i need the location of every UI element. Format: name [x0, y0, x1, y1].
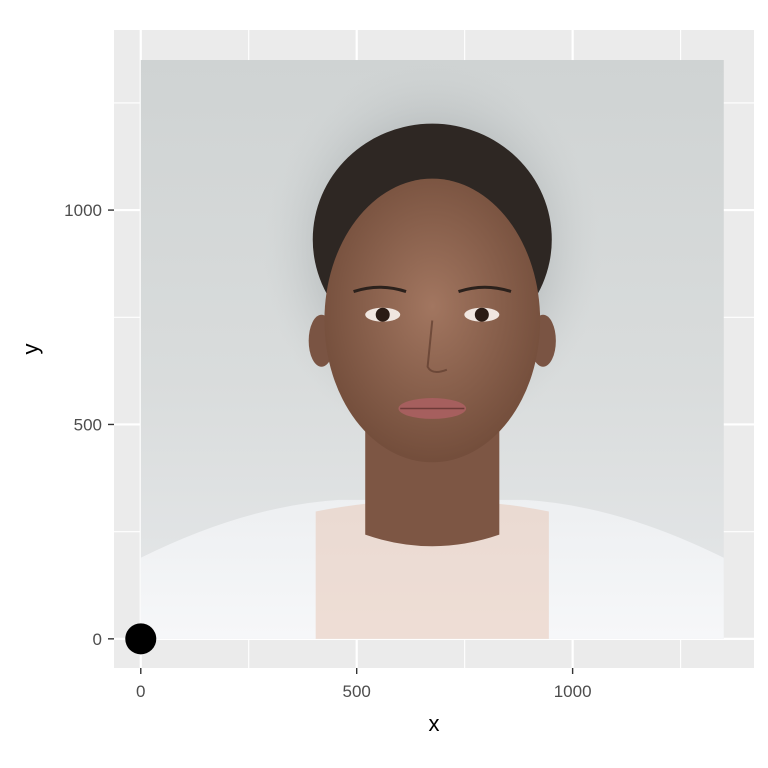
pupil-left — [375, 307, 390, 322]
eyebrow-left — [353, 285, 407, 293]
points-layer — [125, 623, 157, 655]
nose — [426, 320, 448, 373]
y-axis-title: y — [18, 344, 43, 355]
data-point — [125, 623, 157, 655]
face-photo — [140, 60, 724, 639]
eyebrow-right — [458, 285, 512, 293]
y-axis: 0 500 1000 — [64, 201, 114, 649]
y-tick-label: 500 — [74, 415, 102, 434]
pupil-right — [474, 307, 489, 322]
x-tick-label: 0 — [136, 682, 145, 701]
y-tick-label: 0 — [93, 630, 102, 649]
x-tick-label: 1000 — [554, 682, 592, 701]
y-tick-label: 1000 — [64, 201, 102, 220]
x-axis: 0 500 1000 — [136, 668, 592, 701]
x-axis-title: x — [429, 711, 440, 736]
x-tick-label: 500 — [343, 682, 371, 701]
